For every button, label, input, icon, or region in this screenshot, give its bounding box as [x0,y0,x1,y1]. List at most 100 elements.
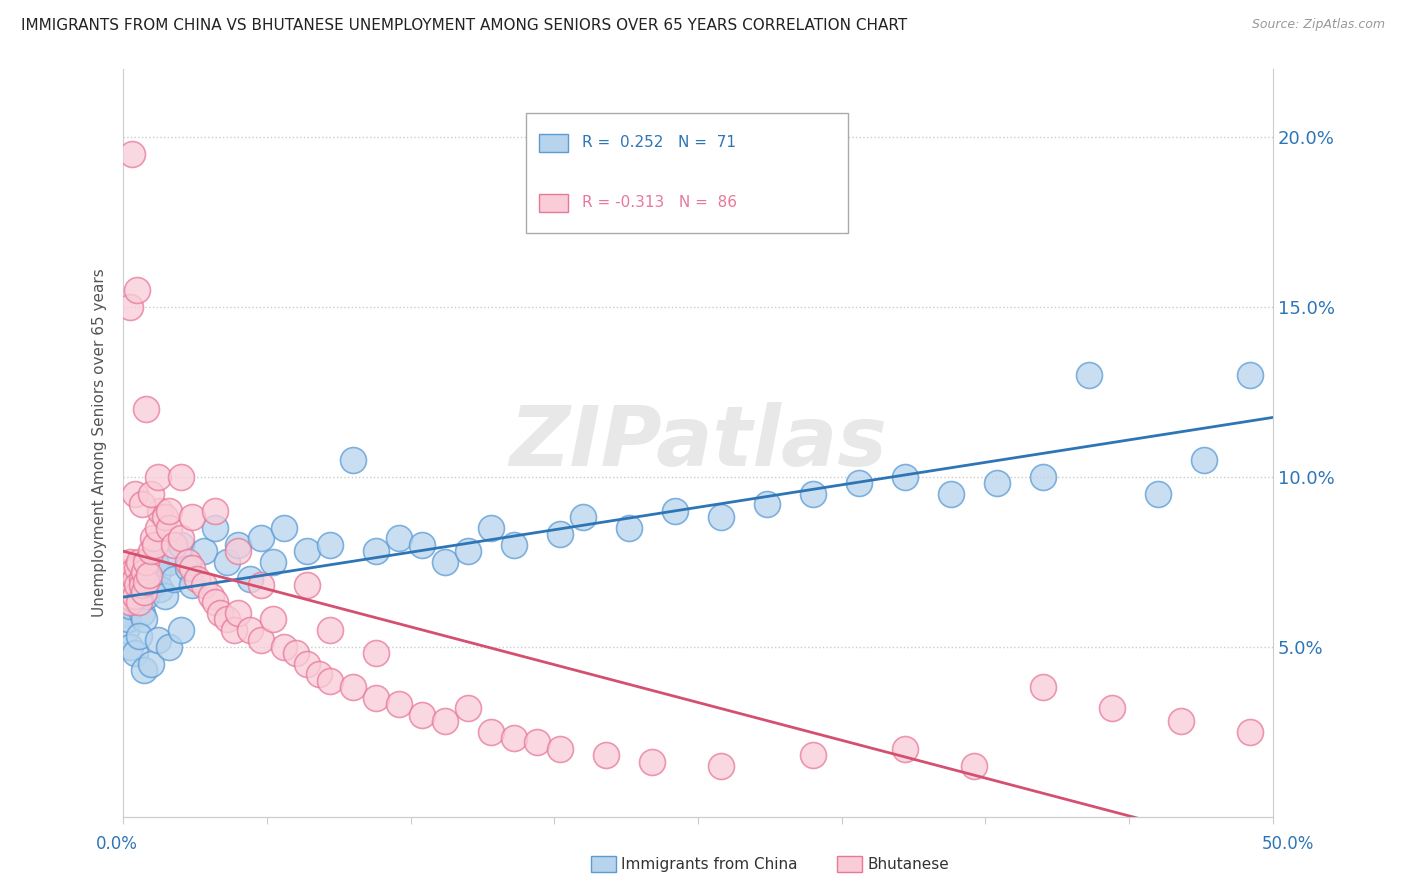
Point [146,469,169,483]
Point [120,582,142,596]
Point [124,578,146,592]
Point [139,486,162,500]
Point [239,623,262,637]
Point [284,646,307,660]
Point [479,724,502,739]
Point [131,497,153,511]
Point [710,758,733,772]
Point [135,565,157,579]
Point [1032,469,1054,483]
Point [226,544,249,558]
Point [149,503,172,517]
Point [319,537,342,551]
Point [121,589,143,603]
Point [142,531,165,545]
Point [142,578,165,592]
Point [193,578,215,592]
Text: 50.0%: 50.0% [1263,835,1315,853]
Point [1147,486,1170,500]
Point [121,565,143,579]
FancyBboxPatch shape [526,113,848,233]
Point [131,572,153,586]
Point [457,700,479,714]
Point [145,537,167,551]
Point [226,537,249,551]
Point [342,452,364,467]
Point [548,527,571,541]
Point [131,606,153,620]
Point [503,731,526,746]
Point [215,555,238,569]
Point [132,565,155,579]
Point [434,555,457,569]
Point [146,565,169,579]
Point [181,578,204,592]
Point [366,646,388,660]
Point [297,578,319,592]
Point [139,572,162,586]
Point [801,486,824,500]
Point [208,606,231,620]
Point [595,748,617,763]
Point [120,599,142,613]
Point [135,589,157,603]
Point [135,401,157,416]
Bar [540,134,568,152]
Point [124,591,146,606]
Point [193,544,215,558]
Point [149,582,172,596]
Point [250,578,273,592]
Point [226,606,249,620]
Point [273,520,295,534]
Point [127,283,149,297]
Point [157,520,180,534]
Point [963,758,986,772]
Point [124,572,146,586]
Point [222,623,245,637]
Point [479,520,502,534]
Point [176,555,198,569]
Point [114,623,136,637]
Point [457,544,479,558]
Point [153,510,176,524]
Text: 0.0%: 0.0% [96,835,138,853]
Text: Immigrants from China: Immigrants from China [621,857,799,871]
Point [986,476,1008,491]
Point [132,612,155,626]
Point [127,578,149,592]
Point [139,657,162,671]
Point [186,572,208,586]
Point [710,510,733,524]
Point [127,568,149,582]
Point [250,531,273,545]
Y-axis label: Unemployment Among Seniors over 65 years: Unemployment Among Seniors over 65 years [93,268,107,617]
Point [121,578,143,592]
Point [128,595,150,609]
Point [342,681,364,695]
Text: Source: ZipAtlas.com: Source: ZipAtlas.com [1251,18,1385,31]
Point [120,595,142,609]
Point [308,666,330,681]
Point [163,572,186,586]
Point [170,469,193,483]
Point [250,632,273,647]
Point [145,555,167,569]
Text: Bhutanese: Bhutanese [868,857,949,871]
Point [124,486,146,500]
Point [128,629,150,643]
Point [181,561,204,575]
Point [641,755,664,769]
Point [756,497,779,511]
Point [124,646,146,660]
Point [939,486,962,500]
Point [120,555,142,569]
Point [121,146,143,161]
Point [366,544,388,558]
Point [181,510,204,524]
Point [170,531,193,545]
Point [572,510,595,524]
Point [170,623,193,637]
Point [120,572,142,586]
Point [411,707,433,722]
Point [117,565,139,579]
